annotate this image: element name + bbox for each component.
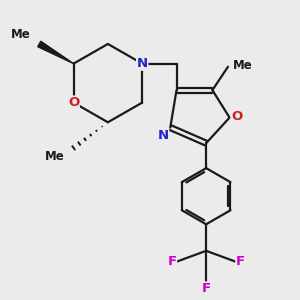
Text: F: F <box>167 255 176 268</box>
Text: F: F <box>202 282 211 295</box>
Text: N: N <box>136 57 148 70</box>
Text: O: O <box>231 110 242 122</box>
Text: N: N <box>158 129 169 142</box>
Text: O: O <box>68 96 79 109</box>
Text: Me: Me <box>233 59 252 72</box>
Text: F: F <box>236 255 245 268</box>
Text: Me: Me <box>11 28 31 41</box>
Polygon shape <box>38 41 74 64</box>
Text: Me: Me <box>45 150 65 163</box>
